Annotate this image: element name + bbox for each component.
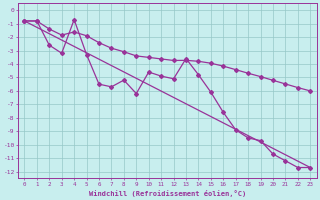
X-axis label: Windchill (Refroidissement éolien,°C): Windchill (Refroidissement éolien,°C) [89, 190, 246, 197]
